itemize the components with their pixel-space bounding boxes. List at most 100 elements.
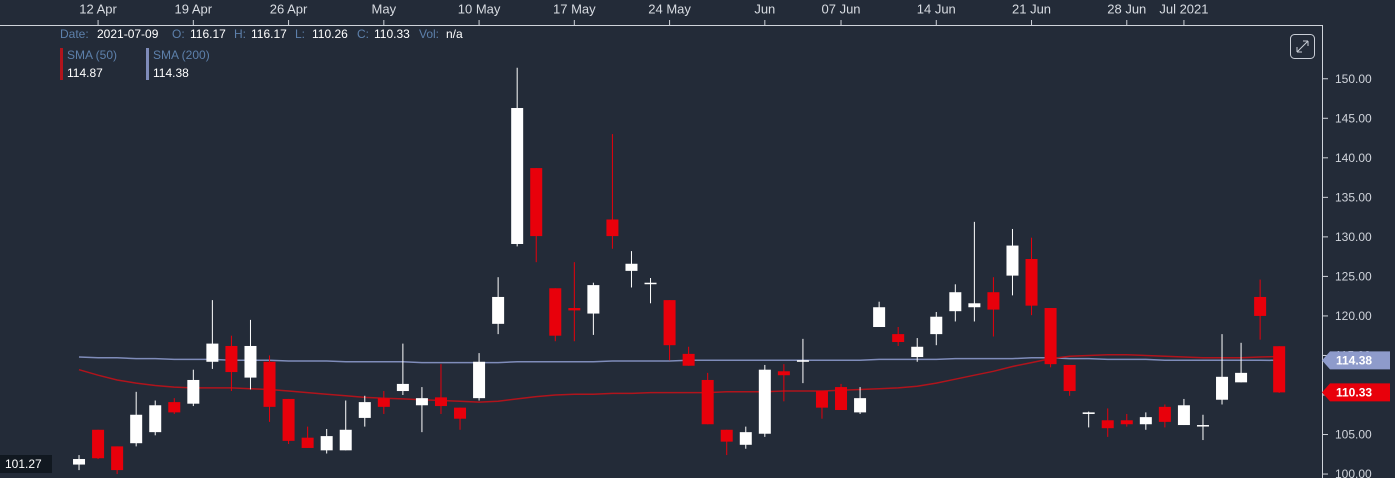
info-value: 116.17 xyxy=(251,27,287,41)
candle xyxy=(549,288,562,342)
candle xyxy=(320,428,333,454)
candle xyxy=(263,355,276,422)
candle-body xyxy=(454,407,467,419)
info-value: 116.17 xyxy=(190,27,226,41)
candle-body xyxy=(987,292,1000,310)
candle-body xyxy=(758,369,771,434)
candle xyxy=(835,383,848,411)
candle-body xyxy=(644,282,657,285)
candle xyxy=(663,300,676,361)
candle-body xyxy=(930,316,943,335)
candle-body xyxy=(796,360,809,362)
candle-body xyxy=(92,429,105,459)
candle xyxy=(949,284,962,322)
x-tick-label: Jul 2021 xyxy=(1159,1,1208,16)
candle-body xyxy=(892,334,905,343)
expand-frame[interactable] xyxy=(1290,34,1315,59)
candle xyxy=(644,277,657,304)
legend-value: 114.38 xyxy=(153,66,189,80)
candle xyxy=(987,277,1000,337)
y-tick-label: 120.00 xyxy=(1335,309,1372,323)
y-tick-label: 100.00 xyxy=(1335,467,1372,478)
candle xyxy=(968,221,981,322)
candle-body xyxy=(720,429,733,442)
candle xyxy=(301,426,314,448)
candle xyxy=(682,346,695,366)
candle-body xyxy=(301,437,314,448)
candle xyxy=(1139,412,1152,430)
info-value: 110.26 xyxy=(312,27,348,41)
candle-body xyxy=(606,219,619,237)
legend-name: SMA (200) xyxy=(153,48,210,62)
candle-body xyxy=(263,361,276,407)
candle xyxy=(873,301,886,327)
sma-line xyxy=(78,356,1280,364)
candle xyxy=(796,338,809,384)
candle-body xyxy=(625,263,638,271)
candle-body xyxy=(1177,405,1190,426)
candle xyxy=(587,282,600,335)
candle-body xyxy=(663,300,676,346)
legend-value: 114.87 xyxy=(67,66,103,80)
candle-body xyxy=(1235,372,1248,383)
y-tick-label: 130.00 xyxy=(1335,230,1372,244)
candle xyxy=(1101,408,1114,437)
candle-body xyxy=(282,398,295,441)
candle-body xyxy=(1254,296,1267,316)
candle-body xyxy=(492,296,505,324)
candle xyxy=(1235,342,1248,383)
candle-body xyxy=(1196,425,1209,427)
candle-body xyxy=(111,446,124,471)
candle xyxy=(282,398,295,445)
x-tick-label: 12 Apr xyxy=(79,1,117,16)
candle xyxy=(473,353,486,401)
sma-line xyxy=(78,353,1280,403)
info-value: 110.33 xyxy=(374,27,410,41)
candle-body xyxy=(835,387,848,411)
candle xyxy=(187,369,200,407)
candle xyxy=(1082,411,1095,428)
candle-body xyxy=(815,391,828,408)
x-tick-label: 14 Jun xyxy=(917,1,956,16)
expand-icon[interactable] xyxy=(1296,40,1309,53)
candle xyxy=(739,426,752,449)
candle xyxy=(454,407,467,430)
candle xyxy=(225,335,238,392)
candle-body xyxy=(568,308,581,311)
y-tick-label: 135.00 xyxy=(1335,191,1372,205)
legend-swatch xyxy=(146,48,149,80)
candle xyxy=(206,300,219,369)
candle xyxy=(1044,308,1057,368)
candle-body xyxy=(854,398,867,413)
candle-body xyxy=(549,288,562,336)
info-value: 2021-07-09 xyxy=(97,27,159,41)
candle-body xyxy=(130,414,143,444)
y-tick-label: 145.00 xyxy=(1335,111,1372,125)
candle-body xyxy=(377,398,390,407)
candle-body xyxy=(1216,376,1229,400)
candle-body xyxy=(187,379,200,404)
y-tick-label: 125.00 xyxy=(1335,270,1372,284)
candle-body xyxy=(511,108,524,244)
candle xyxy=(1025,237,1038,316)
info-label: Date: xyxy=(60,27,89,41)
price-tag xyxy=(1322,351,1390,370)
x-tick-label: May xyxy=(372,1,397,16)
candle xyxy=(530,168,543,263)
candle xyxy=(511,67,524,247)
candle-body xyxy=(206,343,219,362)
candle-body xyxy=(415,398,428,406)
candle xyxy=(892,327,905,346)
expand-button[interactable] xyxy=(1290,34,1315,59)
info-value: n/a xyxy=(446,27,463,41)
x-tick-label: 19 Apr xyxy=(175,1,213,16)
candle-body xyxy=(911,346,924,358)
candle xyxy=(1196,414,1209,441)
candle xyxy=(1254,279,1267,340)
candle xyxy=(130,391,143,447)
candle-body xyxy=(777,371,790,376)
candle-body xyxy=(701,379,714,425)
candle xyxy=(377,391,390,414)
candle xyxy=(339,400,352,451)
